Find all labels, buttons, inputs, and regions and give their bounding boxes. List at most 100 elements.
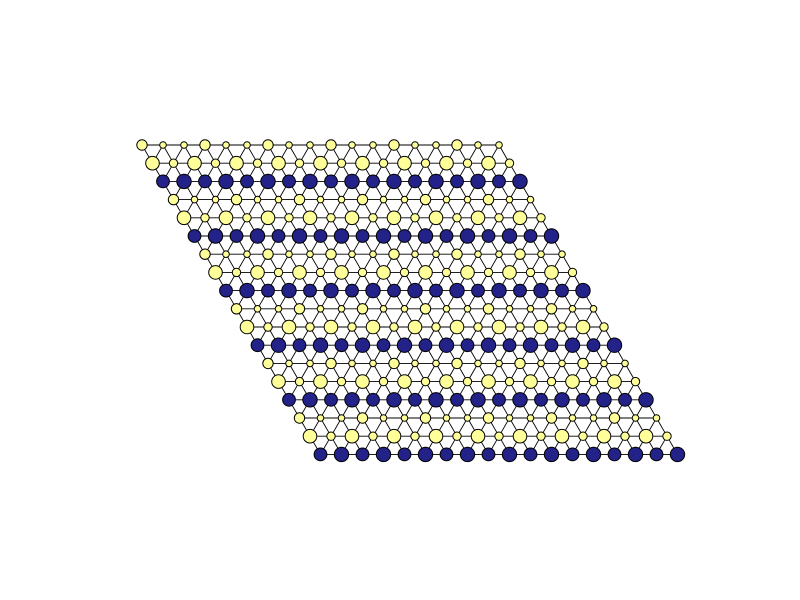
lattice-node-light — [452, 213, 462, 223]
lattice-node-dark — [649, 447, 664, 462]
lattice-node-light — [356, 412, 369, 424]
lattice-node-light — [187, 155, 202, 171]
lattice-node-light — [389, 322, 399, 332]
lattice-node-light — [483, 267, 494, 278]
lattice-node-light — [568, 414, 577, 422]
lattice-node-dark — [313, 447, 328, 462]
lattice-node-light — [274, 305, 283, 313]
lattice-node-dark — [417, 228, 434, 244]
lattice-node-light — [365, 319, 381, 335]
lattice-node-light — [292, 265, 307, 280]
lattice-node-light — [293, 193, 306, 206]
lattice-node-dark — [333, 446, 350, 463]
lattice-node-light — [326, 431, 336, 441]
lattice-node-light — [222, 250, 230, 258]
lattice-node-light — [355, 155, 370, 171]
lattice-node-dark — [312, 337, 329, 353]
lattice-node-light — [348, 250, 356, 258]
lattice-node-light — [355, 374, 370, 389]
lattice-node-dark — [219, 283, 233, 298]
lattice-node-light — [325, 357, 337, 370]
lattice-node-light — [313, 155, 328, 171]
lattice-node-light — [662, 431, 672, 441]
lattice-node-dark — [480, 337, 497, 353]
lattice-node-light — [316, 305, 325, 313]
lattice-node-light — [638, 428, 654, 444]
lattice-node-light — [190, 195, 199, 204]
lattice-node-dark — [156, 174, 170, 189]
lattice-node-light — [306, 141, 314, 149]
node-group — [136, 139, 686, 463]
lattice-node-light — [451, 357, 463, 370]
lattice-node-light — [285, 359, 293, 368]
lattice-node-light — [470, 210, 486, 226]
lattice-node-light — [451, 139, 463, 151]
lattice-node-dark — [586, 338, 601, 353]
lattice-node-light — [262, 139, 274, 151]
lattice-node-light — [230, 303, 243, 315]
lattice-node-light — [630, 376, 641, 387]
lattice-node-light — [432, 250, 440, 258]
lattice-node-dark — [576, 392, 590, 407]
lattice-node-light — [495, 141, 503, 149]
lattice-node-light — [589, 414, 598, 422]
lattice-node-dark — [596, 392, 612, 408]
lattice-node-light — [410, 431, 420, 441]
lattice-node-light — [565, 374, 580, 389]
lattice-node-dark — [438, 337, 455, 353]
lattice-node-light — [505, 414, 514, 422]
lattice-node-light — [410, 213, 420, 223]
lattice-node-dark — [492, 174, 506, 189]
lattice-node-light — [411, 250, 419, 258]
lattice-node-dark — [375, 446, 392, 463]
lattice-node-light — [379, 414, 388, 422]
lattice-node-dark — [417, 446, 434, 463]
lattice-node-dark — [543, 228, 560, 244]
lattice-node-light — [293, 303, 306, 315]
lattice-node-light — [337, 305, 346, 313]
lattice-node-light — [600, 359, 608, 368]
lattice-node-light — [411, 141, 419, 149]
lattice-node-light — [376, 265, 391, 280]
lattice-node-dark — [459, 228, 476, 244]
lattice-node-light — [199, 248, 211, 260]
lattice-node-light — [316, 414, 325, 422]
lattice-node-dark — [282, 174, 296, 189]
lattice-node-light — [420, 376, 431, 387]
lattice-node-dark — [240, 174, 254, 189]
lattice-node-light — [575, 319, 591, 335]
lattice-node-dark — [501, 228, 518, 244]
lattice-node-light — [337, 414, 346, 422]
lattice-node-light — [262, 357, 274, 370]
lattice-node-dark — [302, 392, 318, 408]
lattice-node-dark — [218, 173, 234, 190]
lattice-node-dark — [418, 338, 433, 353]
lattice-node-light — [589, 305, 598, 313]
lattice-node-dark — [491, 282, 507, 299]
lattice-node-light — [306, 359, 314, 368]
lattice-node-light — [250, 265, 265, 280]
lattice-node-dark — [198, 174, 212, 189]
lattice-node-dark — [470, 392, 486, 408]
lattice-node-light — [253, 305, 262, 313]
lattice-node-light — [347, 322, 357, 332]
lattice-node-light — [260, 210, 276, 226]
lattice-node-dark — [366, 392, 380, 407]
lattice-node-dark — [481, 229, 496, 243]
lattice-node-dark — [239, 282, 255, 299]
lattice-node-dark — [386, 392, 402, 408]
lattice-node-light — [325, 139, 337, 151]
lattice-node-dark — [386, 173, 402, 190]
lattice-node-dark — [291, 228, 308, 244]
lattice-node-light — [463, 195, 472, 204]
lattice-node-dark — [439, 229, 454, 243]
lattice-node-dark — [333, 228, 350, 244]
lattice-node-dark — [543, 446, 560, 463]
lattice-node-light — [218, 210, 234, 226]
lattice-node-light — [494, 431, 504, 441]
lattice-node-light — [200, 213, 210, 223]
lattice-node-light — [432, 359, 440, 368]
lattice-node-light — [302, 210, 318, 226]
lattice-node-light — [620, 431, 630, 441]
lattice-node-light — [253, 195, 262, 204]
